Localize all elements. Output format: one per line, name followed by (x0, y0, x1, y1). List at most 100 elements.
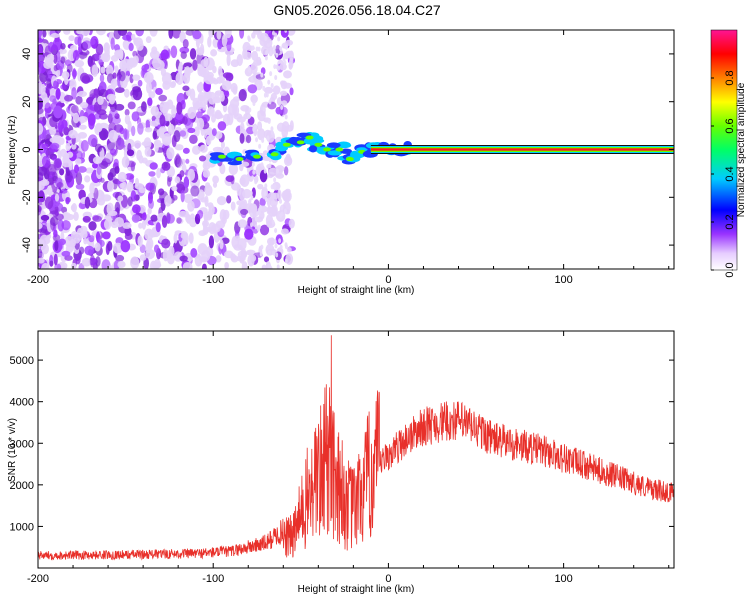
noise-blob (64, 94, 74, 102)
noise-blob (132, 204, 141, 214)
noise-blob (161, 132, 172, 146)
noise-blob (283, 82, 292, 89)
signal-blob (326, 142, 341, 148)
noise-blob (119, 127, 125, 135)
noise-blob (50, 32, 60, 39)
noise-blob (63, 30, 71, 35)
noise-blob (106, 265, 115, 269)
noise-blob (173, 130, 181, 143)
noise-blob (251, 45, 255, 51)
noise-blob (38, 206, 42, 216)
noise-blob (267, 79, 271, 85)
noise-blob (75, 95, 83, 105)
noise-blob (148, 198, 154, 210)
noise-blob (38, 154, 42, 165)
noise-blob (251, 175, 255, 181)
noise-blob (248, 67, 252, 73)
noise-blob (126, 31, 133, 42)
noise-blob (147, 97, 153, 107)
signal-core (335, 147, 344, 152)
noise-blob (276, 168, 280, 174)
noise-blob (139, 254, 147, 261)
noise-blob (41, 262, 50, 269)
noise-blob (78, 115, 88, 123)
snr-xtick-label: 100 (554, 573, 572, 585)
noise-blob (251, 187, 256, 198)
noise-blob (145, 36, 152, 44)
noise-blob (178, 210, 188, 218)
noise-blob (259, 224, 270, 236)
noise-blob (200, 59, 207, 68)
noise-blob (272, 85, 281, 95)
noise-blob (122, 222, 132, 229)
noise-blob (211, 128, 217, 136)
noise-blob (176, 217, 182, 224)
noise-blob (107, 180, 115, 192)
noise-blob (108, 129, 118, 143)
noise-blob (60, 43, 66, 50)
noise-blob (207, 74, 214, 82)
noise-blob (121, 156, 130, 168)
noise-blob (203, 126, 214, 140)
noise-blob (72, 49, 80, 61)
noise-blob (117, 139, 125, 147)
noise-blob (128, 42, 134, 52)
noise-blob (75, 172, 83, 185)
noise-blob (100, 66, 106, 74)
noise-blob (53, 158, 62, 171)
noise-blob (124, 173, 135, 180)
noise-blob (108, 210, 118, 216)
noise-blob (48, 41, 55, 53)
noise-blob (182, 85, 190, 92)
noise-blob (219, 163, 226, 175)
noise-blob (109, 108, 118, 117)
noise-blob (251, 161, 255, 167)
noise-blob (239, 133, 245, 144)
noise-blob (113, 158, 119, 167)
noise-blob (279, 244, 283, 250)
noise-blob (182, 116, 188, 125)
noise-blob (95, 122, 103, 133)
snr-ytick-label: 5000 (10, 355, 34, 367)
noise-blob (117, 171, 127, 182)
noise-blob (49, 126, 57, 136)
noise-blob (92, 156, 103, 165)
noise-blob (270, 184, 274, 190)
noise-blob (275, 173, 285, 179)
noise-blob (183, 176, 190, 189)
noise-blob (277, 65, 281, 71)
noise-blob (130, 256, 140, 269)
noise-blob (237, 238, 247, 251)
noise-blob (147, 207, 152, 215)
noise-blob (100, 191, 105, 200)
noise-blob (232, 96, 241, 102)
colorbar-label: Normalized spectral amplitude (736, 82, 747, 217)
noise-blob (61, 119, 68, 129)
noise-blob (257, 210, 261, 216)
noise-blob (99, 129, 107, 141)
noise-blob (109, 148, 117, 156)
noise-blob (150, 214, 158, 222)
noise-blob (71, 231, 78, 240)
noise-blob (145, 81, 152, 94)
noise-blob (263, 256, 270, 263)
noise-blob (87, 113, 96, 126)
noise-blob (149, 50, 160, 60)
noise-blob (54, 209, 59, 216)
noise-blob (238, 89, 247, 102)
noise-blob (275, 44, 281, 55)
noise-blob (123, 88, 130, 98)
noise-blob (58, 238, 67, 246)
noise-blob (93, 187, 99, 200)
signal-core (217, 154, 226, 159)
noise-blob (62, 160, 72, 168)
noise-blob (192, 59, 198, 71)
noise-blob (152, 130, 158, 140)
noise-blob (253, 124, 257, 130)
snr-plot-area (38, 331, 674, 568)
noise-blob (42, 30, 47, 38)
noise-blob (250, 195, 254, 201)
noise-blob (230, 253, 236, 261)
